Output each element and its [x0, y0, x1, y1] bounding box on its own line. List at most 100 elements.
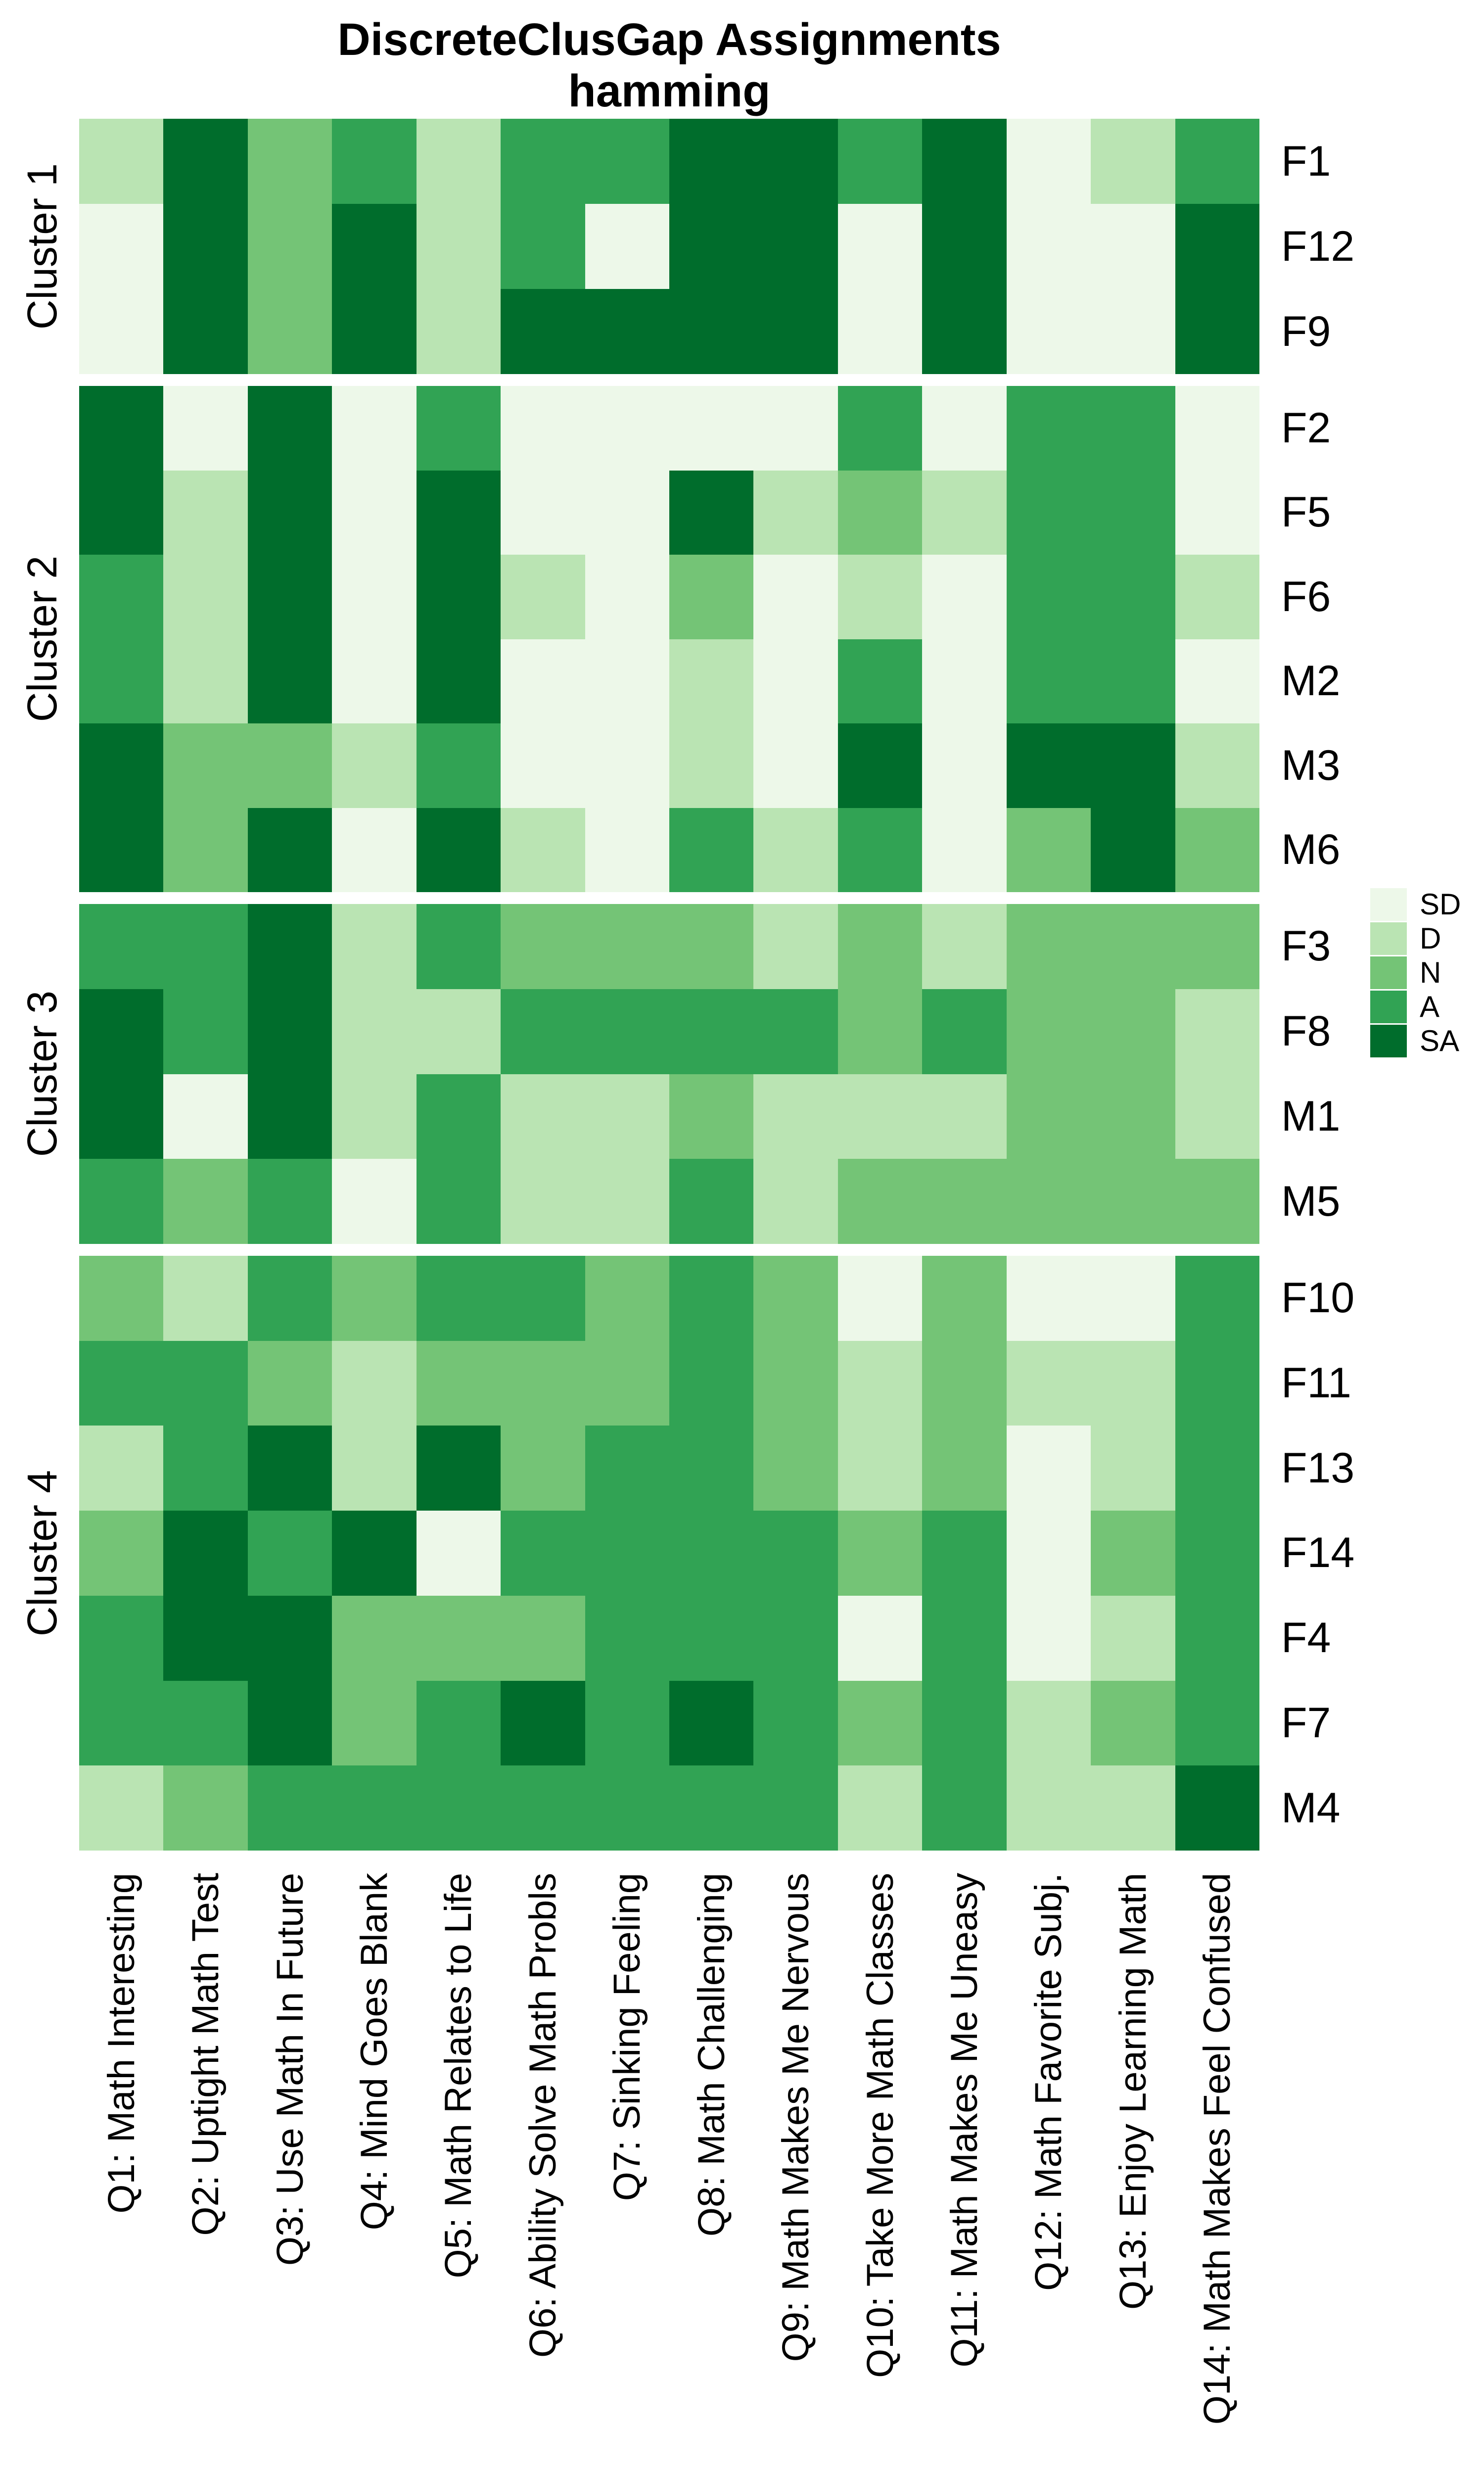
heatmap-cell	[79, 723, 164, 808]
heatmap-cell	[1175, 989, 1259, 1074]
heatmap-cell	[837, 1074, 923, 1159]
heatmap-cell	[1091, 1426, 1175, 1511]
heatmap-cell	[585, 723, 669, 808]
heatmap-cell	[1006, 904, 1091, 989]
heatmap-cell	[247, 989, 332, 1074]
x-axis-label-box: Q4: Mind Goes Blank	[332, 1873, 416, 2452]
heatmap-cell	[247, 289, 332, 374]
row-label: F11	[1281, 1359, 1351, 1407]
row-label: M4	[1281, 1784, 1341, 1832]
heatmap-cell	[163, 119, 248, 204]
heatmap-cell	[837, 639, 923, 723]
heatmap-cell	[1006, 989, 1091, 1074]
heatmap-cell	[1006, 119, 1091, 204]
heatmap-cell	[79, 1680, 164, 1766]
heatmap-cell	[79, 1595, 164, 1681]
heatmap-cell	[79, 1765, 164, 1851]
heatmap-cell	[332, 639, 417, 723]
heatmap-cell	[585, 989, 669, 1074]
heatmap-cell	[585, 1074, 669, 1159]
heatmap-cell	[1091, 989, 1175, 1074]
legend-item: A	[1370, 990, 1461, 1024]
x-axis-label: Q2: Uptight Math Test	[185, 1873, 227, 2236]
row-label: F3	[1281, 922, 1331, 970]
cluster-band	[79, 904, 1259, 1244]
heatmap-cell	[416, 119, 501, 204]
heatmap-cell	[922, 204, 1007, 289]
heatmap-cell	[585, 1680, 669, 1766]
heatmap-cell	[585, 470, 669, 555]
heatmap-cell	[501, 289, 585, 374]
legend-label: D	[1420, 922, 1441, 955]
heatmap-cell	[332, 1074, 417, 1159]
heatmap-cell	[332, 989, 417, 1074]
heatmap-cell	[1006, 639, 1091, 723]
heatmap-cell	[163, 1765, 248, 1851]
heatmap-cell	[585, 204, 669, 289]
heatmap-cell	[247, 808, 332, 892]
heatmap-cell	[79, 808, 164, 892]
row-label: F12	[1281, 222, 1355, 270]
heatmap-cell	[1006, 1680, 1091, 1766]
heatmap-cell	[922, 470, 1007, 555]
heatmap-cell	[79, 204, 164, 289]
heatmap-cell	[669, 289, 754, 374]
heatmap-cell	[79, 555, 164, 639]
heatmap-cell	[1006, 386, 1091, 471]
heatmap-cell	[247, 1340, 332, 1426]
heatmap-cell	[837, 904, 923, 989]
heatmap-cell	[669, 470, 754, 555]
heatmap-cell	[332, 555, 417, 639]
x-axis-label-box: Q7: Sinking Feeling	[585, 1873, 669, 2452]
heatmap-cell	[247, 1595, 332, 1681]
heatmap-cell	[753, 808, 838, 892]
heatmap-cell	[585, 1159, 669, 1244]
heatmap-cell	[753, 639, 838, 723]
legend-label: A	[1420, 990, 1440, 1023]
heatmap-cell	[332, 723, 417, 808]
cluster-label-text: Cluster 1	[18, 163, 65, 330]
heatmap-cell	[753, 1159, 838, 1244]
x-axis-label-box: Q1: Math Interesting	[79, 1873, 163, 2452]
row-label: M1	[1281, 1092, 1341, 1140]
heatmap-cell	[753, 1680, 838, 1766]
row-labels: F1 F12 F9	[1281, 119, 1469, 374]
heatmap-cell	[585, 808, 669, 892]
legend-swatch	[1370, 922, 1407, 955]
x-axis-label-box: Q10: Take More Math Classes	[838, 1873, 922, 2452]
cluster-label: Cluster 3	[10, 904, 74, 1244]
heatmap-cell	[416, 1340, 501, 1426]
row-label: F10	[1281, 1274, 1355, 1322]
heatmap-cell	[753, 1595, 838, 1681]
heatmap-cell	[1175, 470, 1259, 555]
cluster-label-text: Cluster 3	[18, 991, 65, 1157]
heatmap-cell	[922, 1159, 1007, 1244]
heatmap-cell	[79, 1426, 164, 1511]
heatmap-cell	[163, 386, 248, 471]
heatmap-cell	[247, 119, 332, 204]
heatmap-cell	[332, 470, 417, 555]
heatmap-cell	[1175, 1426, 1259, 1511]
heatmap-cell	[247, 723, 332, 808]
row-label: F5	[1281, 488, 1331, 536]
heatmap-cell	[1091, 723, 1175, 808]
heatmap-cell	[1091, 119, 1175, 204]
heatmap-cell	[922, 1680, 1007, 1766]
heatmap-cell	[501, 204, 585, 289]
x-axis-label-box: Q9: Math Makes Me Nervous	[753, 1873, 837, 2452]
x-axis-label-box: Q5: Math Relates to Life	[417, 1873, 501, 2452]
heatmap-cell	[163, 470, 248, 555]
heatmap-cell	[837, 1765, 923, 1851]
x-axis-label: Q5: Math Relates to Life	[437, 1873, 480, 2279]
x-axis-label-box: Q11: Math Makes Me Uneasy	[922, 1873, 1006, 2452]
heatmap-cell	[585, 904, 669, 989]
heatmap-cell	[416, 1256, 501, 1341]
row-label: F7	[1281, 1699, 1331, 1747]
legend-swatch	[1370, 1024, 1407, 1057]
heatmap-cell	[79, 386, 164, 471]
heatmap-cell	[1091, 555, 1175, 639]
heatmap-cell	[332, 1511, 417, 1596]
row-label: M3	[1281, 741, 1341, 789]
heatmap-cell	[163, 1340, 248, 1426]
heatmap-cell	[501, 1426, 585, 1511]
